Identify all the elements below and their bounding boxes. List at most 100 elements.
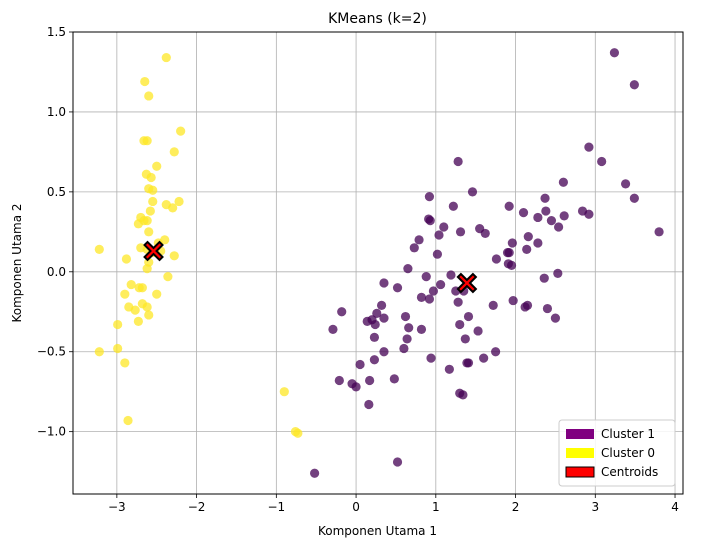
cluster-1-point: [392, 283, 403, 293]
y-tick-label: 0.0: [47, 265, 66, 279]
cluster-1-point: [542, 303, 553, 314]
cluster-1-point: [491, 254, 502, 264]
cluster-1-point: [629, 193, 639, 203]
cluster-0-point: [140, 76, 150, 87]
cluster-1-point: [369, 355, 380, 365]
cluster-1-point: [310, 468, 320, 478]
cluster-1-point: [365, 375, 375, 386]
x-axis-label: Komponen Utama 1: [318, 524, 437, 538]
y-axis-ticks: −1.0 −0.5 0.0 0.5 1.0 1.5: [37, 25, 73, 439]
cluster-1-point: [506, 260, 517, 270]
cluster-0-point: [120, 289, 130, 299]
cluster-1-point: [409, 243, 419, 253]
cluster-1-point: [518, 208, 529, 218]
cluster-1-point: [577, 206, 588, 216]
cluster-0-point: [152, 289, 162, 299]
cluster-0-point: [146, 172, 156, 183]
cluster-1-point: [480, 228, 490, 239]
cluster-0-point: [142, 302, 152, 312]
cluster-1-point: [444, 364, 454, 374]
cluster-0-point: [94, 244, 104, 255]
plot-frame: [72, 31, 684, 495]
cluster-0-point: [142, 263, 152, 274]
cluster-1-point: [424, 192, 435, 202]
y-axis-label: Komponen Utama 2: [10, 203, 24, 322]
cluster-0-point: [130, 305, 140, 315]
cluster-1-point: [369, 332, 380, 342]
cluster-1-point: [351, 382, 361, 392]
cluster-0-point: [152, 161, 162, 171]
cluster-0-point: [169, 147, 179, 157]
cluster-1-point: [372, 308, 382, 318]
cluster-1-point: [439, 222, 449, 232]
cluster-1-point: [446, 270, 456, 280]
cluster-0-point: [144, 227, 154, 237]
legend: Cluster 1 Cluster 0 Centroids: [558, 419, 676, 487]
x-tick-label: 2: [512, 500, 520, 514]
cluster-1-point: [654, 227, 664, 237]
cluster-1-point: [355, 359, 365, 370]
cluster-1-point: [337, 307, 347, 317]
cluster-1-point: [426, 353, 436, 363]
y-tick-label: 1.5: [47, 25, 66, 39]
cluster-1-point: [488, 300, 498, 310]
cluster-1-point: [379, 313, 389, 323]
cluster-1-point: [416, 292, 427, 302]
cluster-1-point: [620, 179, 631, 189]
cluster-1-point: [584, 142, 594, 152]
cluster-1-point: [463, 311, 474, 322]
cluster-0-point: [148, 196, 158, 207]
cluster-1-point: [554, 222, 564, 232]
cluster-1-point: [428, 286, 439, 296]
cluster-1-point: [421, 271, 431, 282]
centroids: [143, 240, 478, 294]
cluster-0-point: [142, 136, 152, 146]
cluster-1-point: [467, 187, 478, 197]
cluster-1-point: [400, 311, 411, 322]
cluster-0-point: [123, 415, 133, 426]
cluster-1-point: [416, 324, 427, 334]
cluster-1-point: [424, 294, 435, 304]
cluster-1-point: [508, 295, 518, 306]
cluster-0-point: [174, 196, 184, 207]
cluster-1-point: [546, 216, 557, 226]
cluster-0-point: [94, 347, 104, 357]
legend-label: Centroids: [601, 465, 658, 479]
cluster-0-point: [121, 254, 132, 264]
cluster-0-point: [279, 387, 289, 397]
cluster-1-point: [479, 353, 489, 363]
x-axis-ticks: −3 −2 −1 0 1 2 3 4: [108, 494, 679, 514]
cluster-1-point: [609, 48, 620, 58]
x-tick-label: 0: [352, 500, 360, 514]
cluster-1-point: [520, 302, 530, 312]
cluster-0-point: [293, 428, 303, 438]
cluster-1-point: [404, 323, 414, 333]
cluster-1-point: [533, 212, 543, 223]
cluster-1-point: [328, 324, 338, 334]
cluster-1-point: [455, 227, 466, 237]
y-tick-label: 0.5: [47, 185, 66, 199]
cluster-0-point: [113, 343, 123, 354]
cluster-0-point: [144, 310, 154, 320]
data-points: [94, 48, 664, 478]
cluster-0-point: [163, 271, 173, 282]
cluster-0-point: [145, 206, 155, 216]
cluster-1-point: [379, 347, 389, 357]
cluster-1-point: [362, 316, 372, 326]
cluster-1-point: [414, 235, 424, 245]
cluster-1-point: [504, 248, 514, 258]
x-tick-label: 1: [432, 500, 440, 514]
cluster-1-point: [379, 278, 389, 288]
cluster-1-point: [448, 201, 458, 211]
cluster-1-point: [403, 263, 413, 274]
cluster-1-point: [455, 319, 465, 330]
cluster-0-point: [148, 185, 158, 195]
cluster-1-point: [392, 457, 403, 467]
legend-label: Cluster 0: [601, 446, 655, 460]
cluster-1-point: [435, 279, 446, 290]
cluster-0-point: [133, 316, 143, 326]
cluster-0-point: [133, 219, 143, 229]
chart-title: KMeans (k=2): [328, 11, 427, 27]
